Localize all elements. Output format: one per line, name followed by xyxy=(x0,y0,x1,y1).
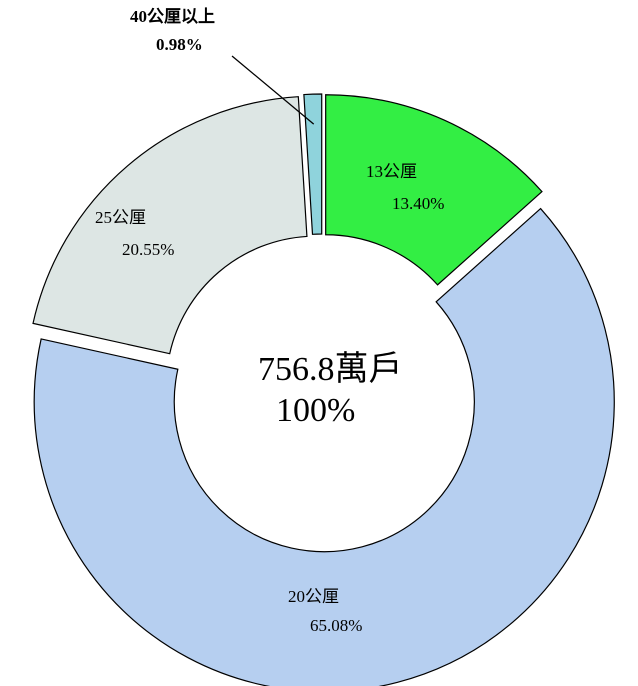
slice-label: 25公厘 xyxy=(95,208,146,227)
slice-label: 13公厘 xyxy=(366,162,417,181)
slice-value: 65.08% xyxy=(310,616,362,635)
slice-label: 40公厘以上 xyxy=(130,7,215,26)
center-percent: 100% xyxy=(276,392,355,429)
slice xyxy=(325,94,543,286)
slice-value: 13.40% xyxy=(392,194,444,213)
slice-value: 0.98% xyxy=(156,35,203,54)
center-total: 756.8萬戶 xyxy=(258,350,403,388)
slice-label: 20公厘 xyxy=(288,587,339,606)
slice xyxy=(33,207,615,686)
slice xyxy=(32,96,308,355)
slice-value: 20.55% xyxy=(122,240,174,259)
leader-line xyxy=(231,55,315,125)
slice xyxy=(303,93,323,235)
